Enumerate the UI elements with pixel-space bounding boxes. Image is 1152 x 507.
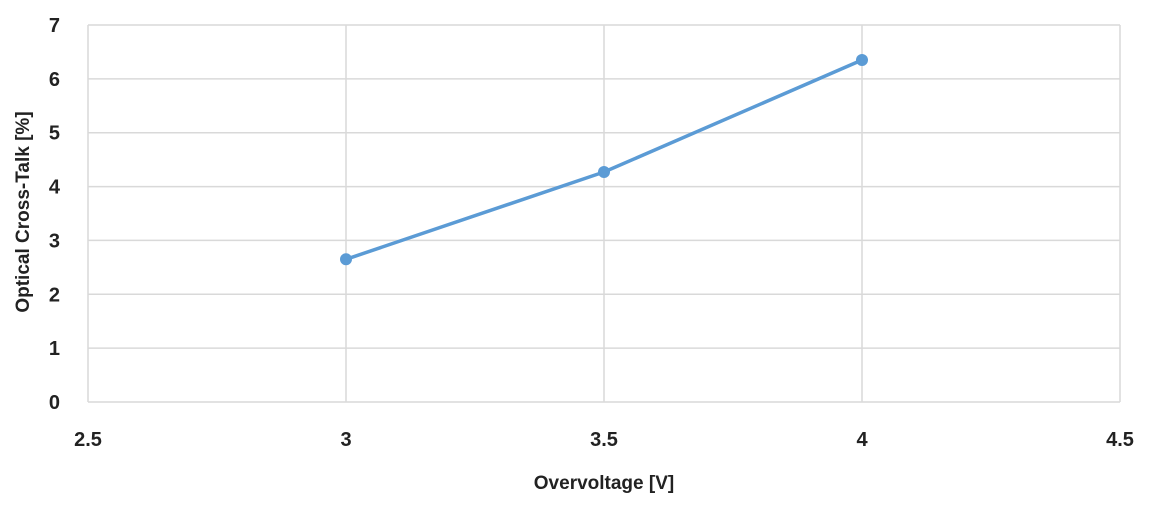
y-tick-label: 4: [49, 177, 61, 199]
x-tick-label: 3: [340, 429, 351, 451]
x-tick-label: 4: [856, 429, 868, 451]
data-series: [340, 54, 868, 266]
x-tick-label: 4.5: [1106, 429, 1134, 451]
y-tick-label: 6: [49, 69, 60, 91]
y-axis-tick-labels: 0 1 2 3 4 5 6 7: [49, 15, 61, 414]
y-tick-label: 3: [49, 230, 60, 252]
data-point: [340, 253, 352, 266]
data-point: [598, 166, 610, 179]
y-tick-label: 5: [49, 123, 60, 145]
x-tick-label: 2.5: [74, 429, 102, 451]
y-tick-label: 7: [49, 15, 60, 37]
y-tick-label: 1: [49, 338, 60, 360]
x-axis-title: Overvoltage [V]: [534, 473, 674, 494]
gridlines: [87, 24, 1121, 403]
x-axis-tick-labels: 2.5 3 3.5 4 4.5: [74, 429, 1134, 451]
y-tick-label: 2: [49, 284, 60, 306]
data-point: [856, 54, 868, 67]
x-tick-label: 3.5: [590, 429, 618, 451]
y-tick-label: 0: [49, 392, 60, 414]
y-axis-title: Optical Cross-Talk [%]: [13, 111, 34, 312]
